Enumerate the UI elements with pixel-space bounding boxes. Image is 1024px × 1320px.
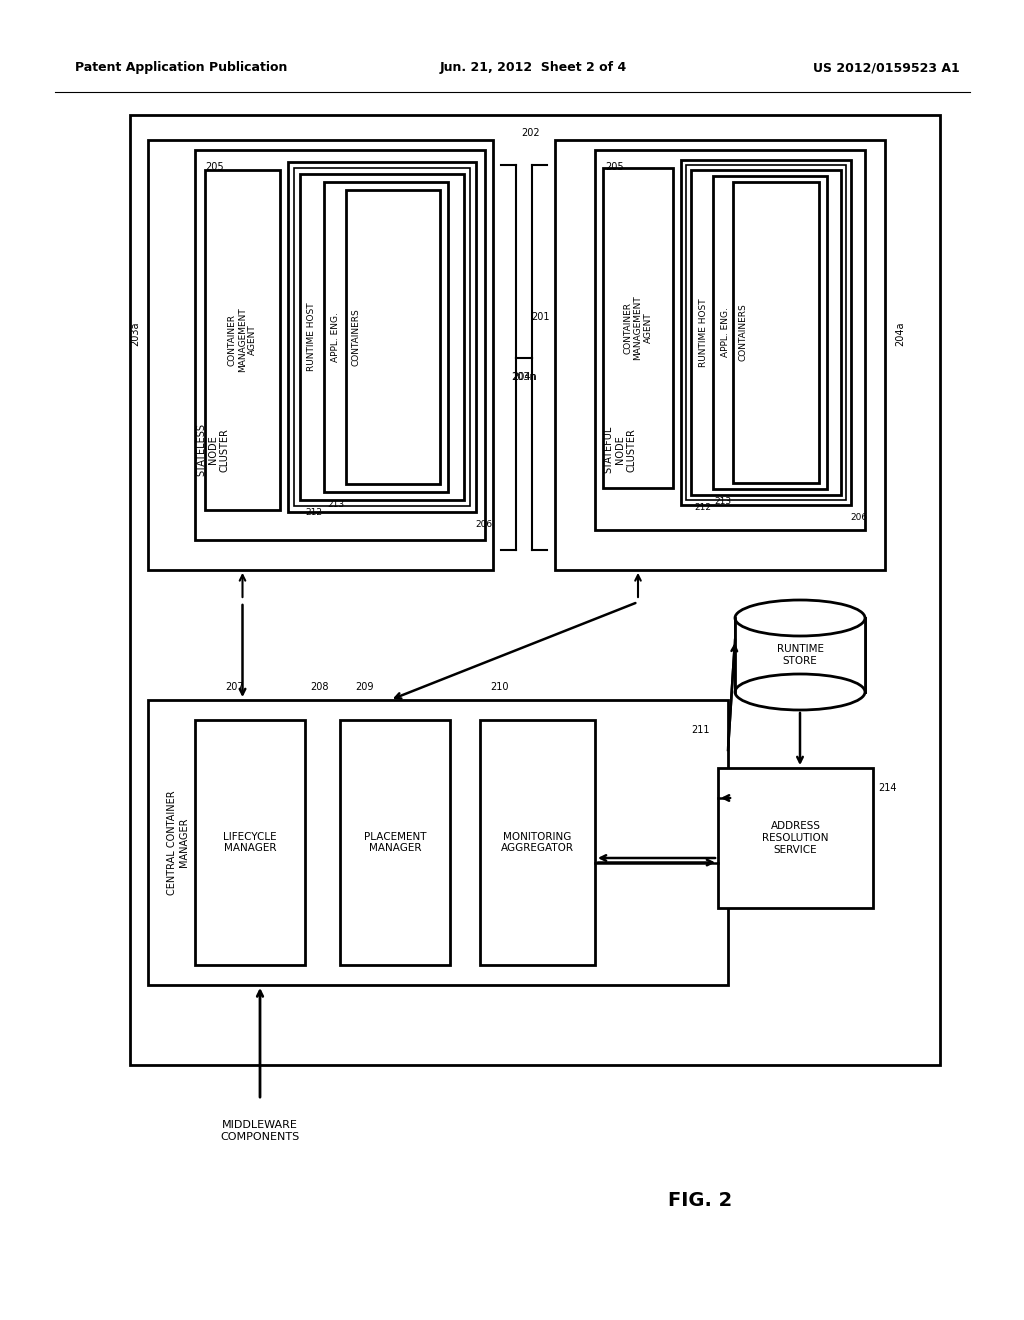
Text: MONITORING
AGGREGATOR: MONITORING AGGREGATOR: [501, 832, 574, 853]
Bar: [209, 140, 499, 531]
Bar: [340, 719, 450, 965]
Bar: [195, 719, 305, 965]
Bar: [148, 140, 493, 570]
Text: 207: 207: [225, 682, 244, 692]
Text: FIG. 2: FIG. 2: [668, 1191, 732, 1209]
Bar: [735, 618, 865, 692]
Bar: [346, 190, 440, 484]
Bar: [555, 140, 885, 570]
Text: RUNTIME HOST: RUNTIME HOST: [698, 298, 708, 367]
Text: CONTAINER
MANAGEMENT
AGENT: CONTAINER MANAGEMENT AGENT: [623, 296, 653, 360]
Bar: [205, 170, 280, 510]
Text: LIFECYCLE
MANAGER: LIFECYCLE MANAGER: [223, 832, 276, 853]
Bar: [613, 139, 883, 517]
Text: 208: 208: [310, 682, 329, 692]
Text: 204n: 204n: [512, 371, 537, 381]
Bar: [156, 135, 501, 564]
Bar: [603, 168, 673, 488]
Text: APPL. ENG.: APPL. ENG.: [721, 308, 729, 358]
Bar: [300, 174, 464, 500]
Bar: [571, 128, 901, 558]
Bar: [324, 182, 449, 492]
Text: US 2012/0159523 A1: US 2012/0159523 A1: [813, 62, 961, 74]
Bar: [288, 162, 476, 512]
Text: STATELESS
NODE
CLUSTER: STATELESS NODE CLUSTER: [197, 424, 229, 477]
Text: RUNTIME HOST: RUNTIME HOST: [307, 302, 316, 371]
Text: RUNTIME
STORE: RUNTIME STORE: [776, 644, 823, 665]
Bar: [718, 768, 873, 908]
Bar: [681, 160, 851, 506]
Text: CONTAINERS: CONTAINERS: [738, 304, 748, 362]
Text: STATEFUL
NODE
CLUSTER: STATEFUL NODE CLUSTER: [603, 426, 637, 474]
Ellipse shape: [735, 601, 865, 636]
Bar: [735, 618, 865, 692]
Text: Jun. 21, 2012  Sheet 2 of 4: Jun. 21, 2012 Sheet 2 of 4: [440, 62, 628, 74]
Text: 205: 205: [205, 162, 223, 172]
Text: 203a: 203a: [130, 321, 140, 346]
Bar: [595, 150, 865, 531]
Text: CENTRAL CONTAINER
MANAGER: CENTRAL CONTAINER MANAGER: [167, 791, 188, 895]
Text: ADDRESS
RESOLUTION
SERVICE: ADDRESS RESOLUTION SERVICE: [762, 821, 828, 854]
Ellipse shape: [735, 675, 865, 710]
Bar: [294, 168, 470, 506]
Bar: [195, 150, 485, 540]
Text: 206: 206: [851, 513, 867, 521]
Text: 213: 213: [715, 498, 731, 506]
Text: 212: 212: [694, 503, 712, 512]
Bar: [130, 115, 940, 1065]
Text: PLACEMENT
MANAGER: PLACEMENT MANAGER: [364, 832, 426, 853]
Bar: [216, 135, 506, 525]
Text: APPL. ENG.: APPL. ENG.: [332, 312, 341, 362]
Bar: [480, 719, 595, 965]
Text: 214: 214: [878, 783, 896, 793]
Text: CONTAINERS: CONTAINERS: [351, 308, 360, 366]
Bar: [579, 121, 909, 552]
Text: 211: 211: [691, 725, 710, 735]
Bar: [164, 128, 509, 558]
Bar: [607, 143, 877, 521]
Bar: [563, 135, 893, 564]
Text: 203n: 203n: [511, 371, 536, 381]
Bar: [172, 121, 517, 552]
Text: 204a: 204a: [895, 321, 905, 346]
Text: 209: 209: [355, 682, 374, 692]
Text: 202: 202: [521, 128, 540, 139]
Text: MIDDLEWARE
COMPONENTS: MIDDLEWARE COMPONENTS: [220, 1119, 300, 1142]
Bar: [686, 165, 846, 500]
Text: 201: 201: [531, 313, 550, 322]
Text: 213: 213: [328, 500, 344, 510]
Bar: [733, 182, 819, 483]
Text: CONTAINER
MANAGEMENT
AGENT: CONTAINER MANAGEMENT AGENT: [227, 308, 257, 372]
Text: 205: 205: [605, 162, 624, 172]
Bar: [202, 145, 492, 535]
Text: Patent Application Publication: Patent Application Publication: [75, 62, 288, 74]
Text: 210: 210: [490, 682, 509, 692]
Bar: [601, 147, 871, 525]
Bar: [713, 176, 827, 488]
Text: 212: 212: [305, 508, 323, 517]
Bar: [691, 170, 841, 495]
Bar: [148, 700, 728, 985]
Text: 206: 206: [475, 520, 493, 529]
